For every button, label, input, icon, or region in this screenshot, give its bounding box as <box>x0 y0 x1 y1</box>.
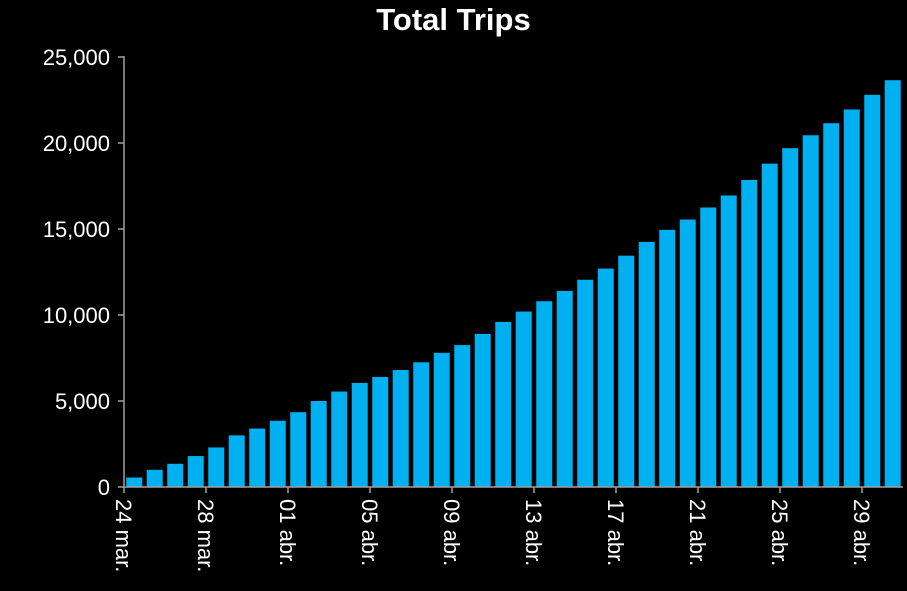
bar-19-abr <box>659 229 676 488</box>
bar-31-mar <box>269 420 286 487</box>
bar-17-abr <box>618 255 635 487</box>
bar-01-abr <box>290 412 307 487</box>
axes-group <box>123 56 903 488</box>
bar-22-abr <box>720 195 737 487</box>
bar-06-abr <box>392 370 409 487</box>
x-tick-label: 21 abr. <box>685 499 710 566</box>
x-tick-label: 13 abr. <box>521 499 546 566</box>
bar-14-abr <box>556 290 573 487</box>
x-tick-label: 29 abr. <box>849 499 874 566</box>
bar-20-abr <box>679 219 696 488</box>
bar-24-abr <box>761 163 778 487</box>
bar-07-abr <box>413 362 430 487</box>
x-axis-ticks: 24 mar. 28 mar. 01 abr. 05 abr. 09 abr. 13 ab… <box>111 487 874 572</box>
bar-11-abr <box>495 321 512 487</box>
bar-29-mar <box>228 435 245 487</box>
bar-09-abr <box>454 345 471 487</box>
bar-10-abr <box>474 333 491 487</box>
bar-23-abr <box>741 179 758 488</box>
bars-group <box>126 80 901 488</box>
bar-18-abr <box>638 241 655 487</box>
bar-30-abr <box>884 80 901 487</box>
bar-28-mar <box>208 447 225 487</box>
y-tick-label: 0 <box>98 475 110 500</box>
bar-15-abr <box>577 279 594 487</box>
bar-03-abr <box>331 391 348 487</box>
x-tick-label: 28 mar. <box>193 499 218 572</box>
bar-12-abr <box>515 311 532 487</box>
y-tick-label: 25,000 <box>43 45 110 70</box>
y-tick-label: 15,000 <box>43 217 110 242</box>
y-axis-ticks: 0 5,000 10,000 15,000 20,000 25,000 <box>43 45 124 500</box>
x-tick-label: 25 abr. <box>767 499 792 566</box>
bar-13-abr <box>536 301 553 487</box>
chart-title: Total Trips <box>376 2 531 37</box>
bar-05-abr <box>372 376 389 487</box>
bar-27-mar <box>187 456 204 487</box>
x-tick-label: 17 abr. <box>603 499 628 566</box>
bar-02-abr <box>310 401 327 487</box>
bar-21-abr <box>700 207 717 487</box>
y-tick-label: 20,000 <box>43 131 110 156</box>
bar-08-abr <box>433 352 450 487</box>
bar-04-abr <box>351 382 368 487</box>
bar-29-abr <box>864 94 881 487</box>
bar-25-abr <box>782 148 799 487</box>
bar-24-mar <box>126 477 143 487</box>
bar-28-abr <box>843 109 860 488</box>
y-tick-label: 10,000 <box>43 303 110 328</box>
bar-25-mar <box>146 469 163 487</box>
y-tick-label: 5,000 <box>55 389 110 414</box>
x-tick-label: 09 abr. <box>439 499 464 566</box>
bar-26-abr <box>802 135 819 487</box>
x-tick-label: 24 mar. <box>111 499 136 572</box>
bar-27-abr <box>823 123 840 487</box>
bar-30-mar <box>249 428 266 487</box>
x-tick-label: 01 abr. <box>275 499 300 566</box>
bar-16-abr <box>597 268 614 487</box>
x-tick-label: 05 abr. <box>357 499 382 566</box>
bar-26-mar <box>167 463 184 487</box>
